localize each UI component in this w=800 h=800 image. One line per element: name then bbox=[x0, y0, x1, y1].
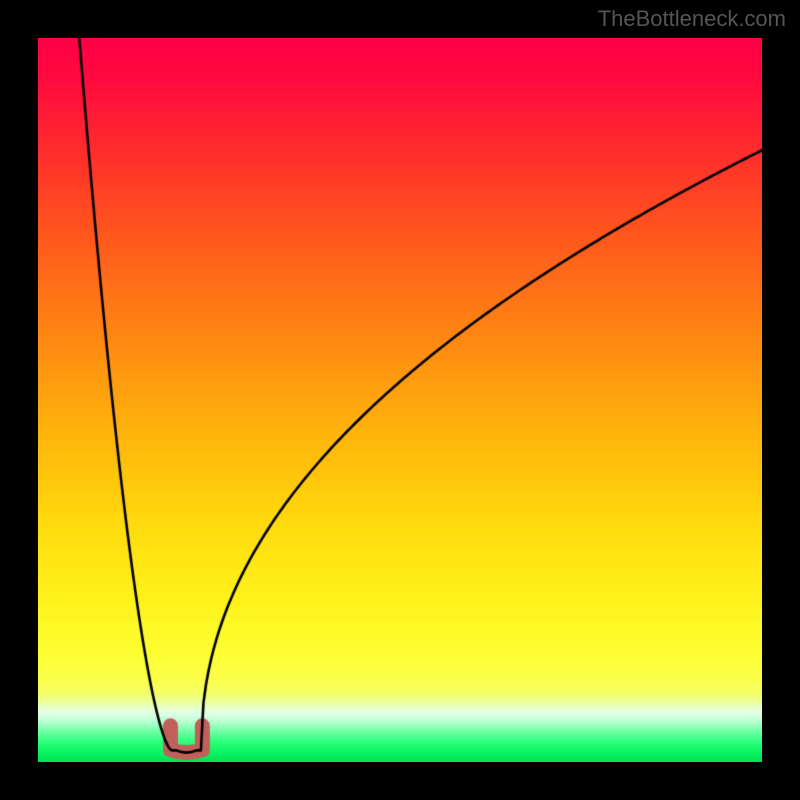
trough-marker bbox=[38, 38, 762, 762]
watermark-text: TheBottleneck.com bbox=[598, 6, 786, 32]
chart-stage: TheBottleneck.com bbox=[0, 0, 800, 800]
plot-area bbox=[38, 38, 762, 762]
